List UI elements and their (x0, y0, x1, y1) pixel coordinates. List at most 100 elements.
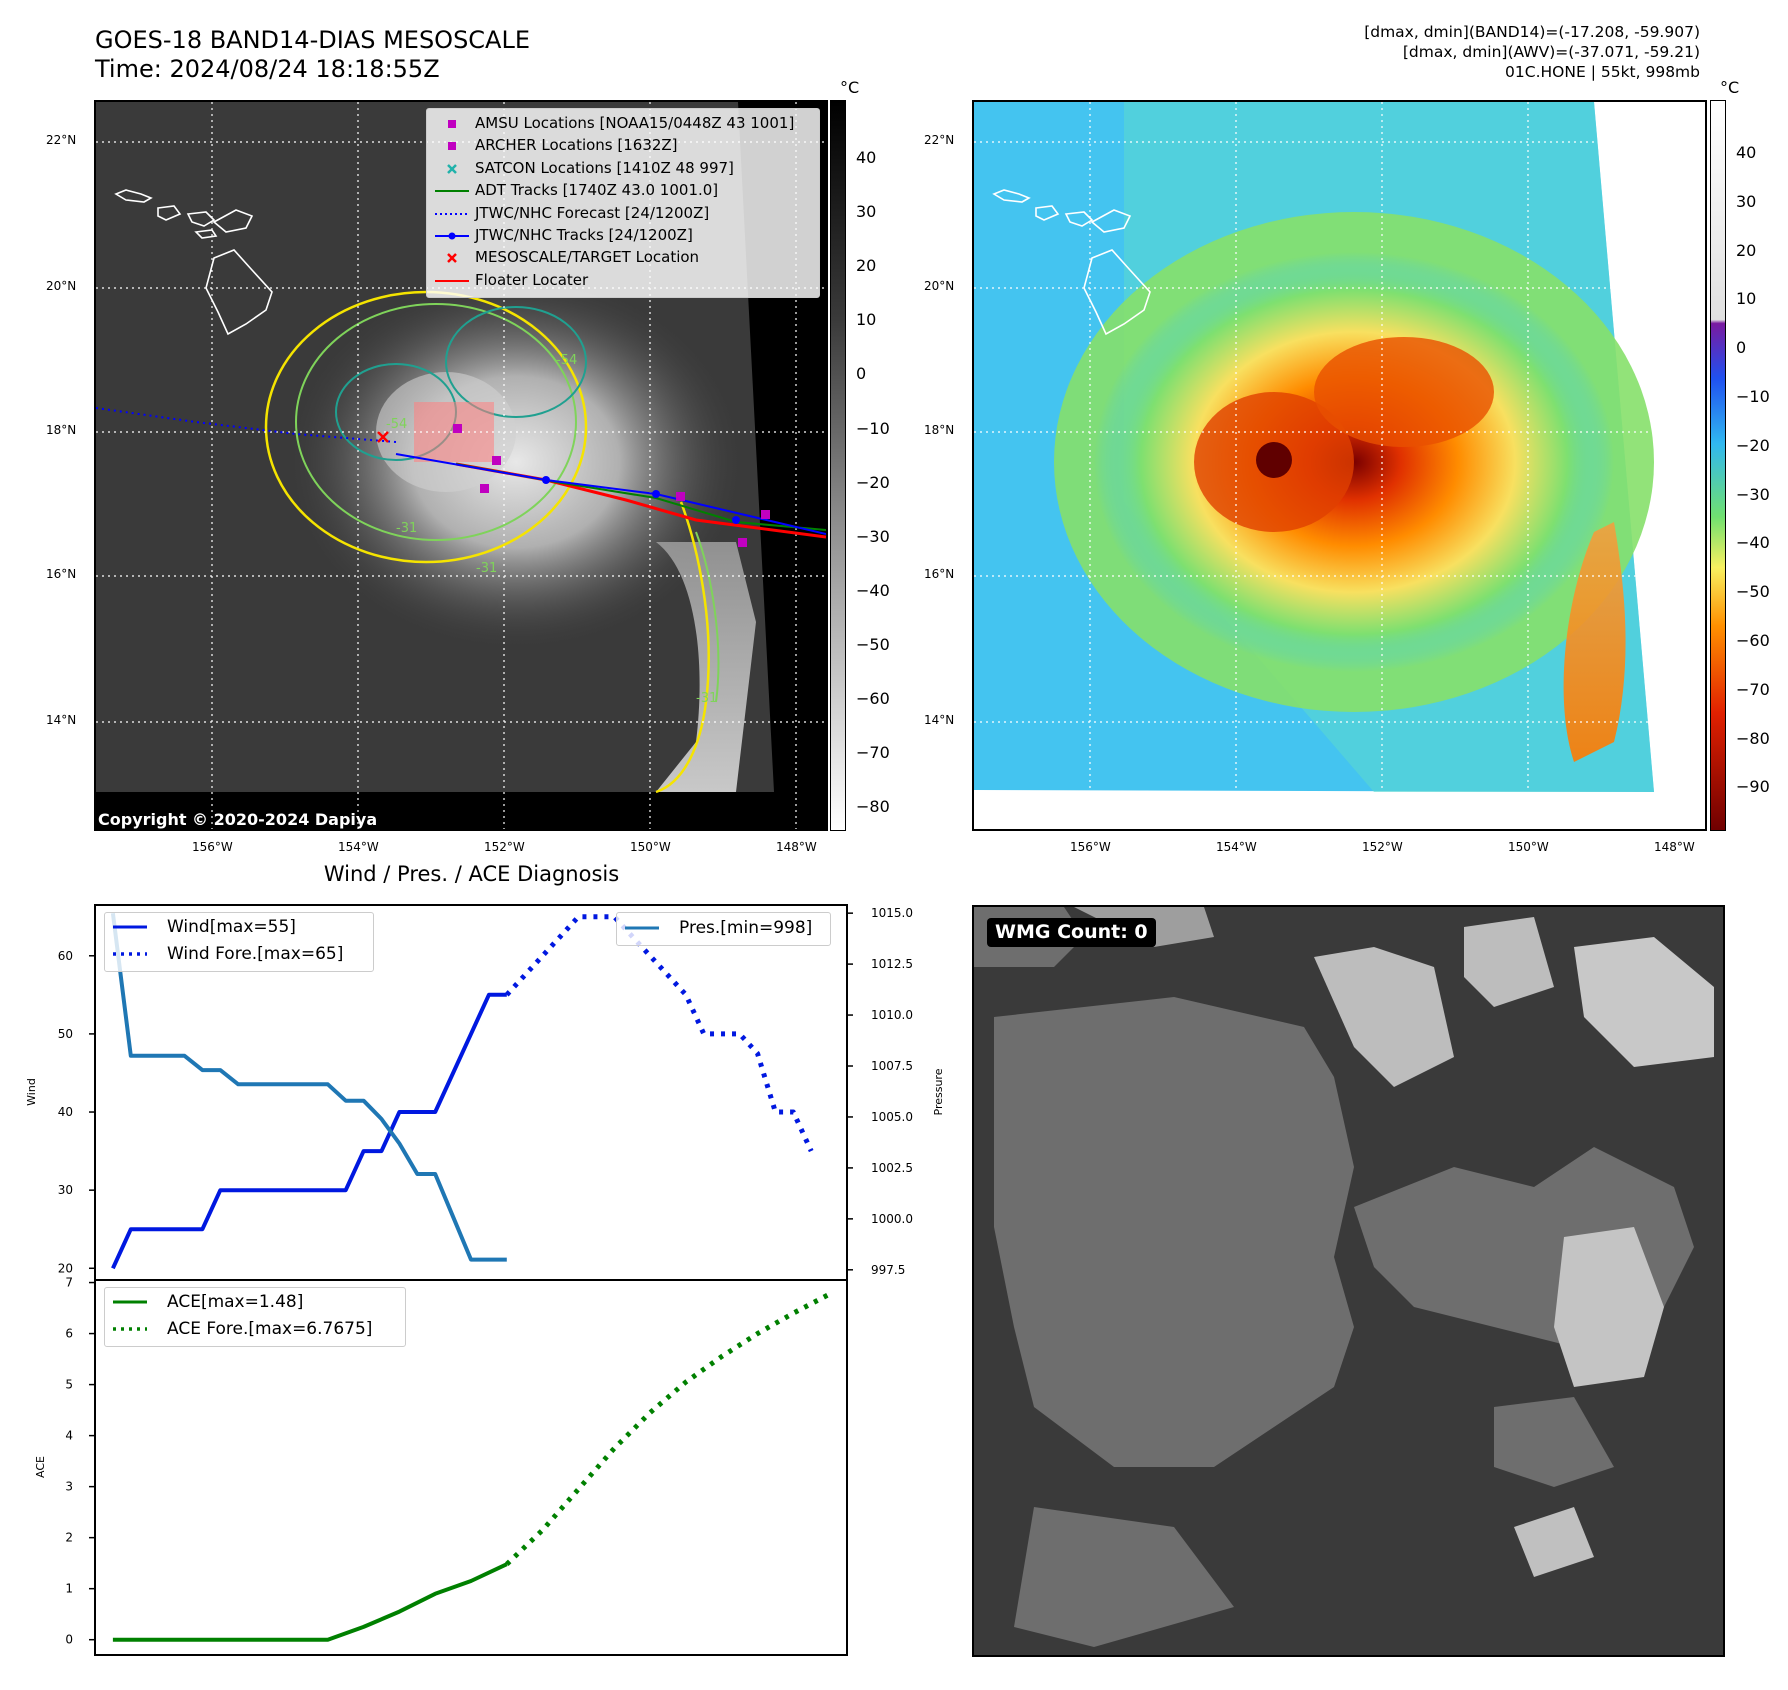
colorbar-tick-label: −10 (1736, 387, 1770, 406)
y-tick-label: 1012.5 (871, 957, 913, 971)
y-tick-label: 2 (65, 1531, 73, 1545)
wind-series-group (110, 912, 814, 1270)
legend-label: Wind Fore.[max=65] (167, 944, 344, 964)
colorbar-tick-label: 10 (856, 310, 877, 330)
y-tick-label: 50 (58, 1027, 73, 1041)
lon-tick-label: 148°W (776, 840, 817, 854)
map-legend: AMSU Locations [NOAA15/0448Z 43 1001] ARC… (426, 108, 820, 298)
legend-label: ADT Tracks [1740Z 43.0 1001.0] (475, 181, 719, 200)
lon-tick-label: 156°W (192, 840, 233, 854)
legend-swatch (113, 1300, 147, 1304)
island-molokai (1064, 211, 1094, 227)
series-line-wind-max (111, 992, 507, 1270)
y-tick-label: 4 (65, 1429, 73, 1443)
y-tick-label: 1010.0 (871, 1008, 913, 1022)
stats-line-1: [dmax, dmin](BAND14)=(-17.208, -59.907) (1364, 23, 1700, 41)
east-band (1563, 522, 1626, 762)
contour-label: -31 (476, 561, 497, 576)
y-tick-label: 6 (65, 1327, 73, 1341)
legend-symbol (435, 212, 469, 215)
figure-stats: [dmax, dmin](BAND14)=(-17.208, -59.907) … (1364, 22, 1700, 82)
lat-tick-label: 16°N (46, 567, 77, 581)
contour-label: -31 (396, 521, 417, 536)
lat-tick-label: 18°N (46, 423, 77, 437)
legend-label: MESOSCALE/TARGET Location (475, 248, 700, 267)
colorbar-tick-label: −60 (1736, 631, 1770, 650)
ace-ticks: 7 6 5 4 3 2 1 0 (65, 1276, 95, 1647)
copyright-text: Copyright © 2020-2024 Dapiya (98, 810, 378, 829)
island-kauai (992, 189, 1031, 203)
stats-line-2: [dmax, dmin](AWV)=(-37.071, -59.21) (1402, 43, 1700, 61)
island-lanai (194, 229, 218, 239)
legend-symbol (448, 142, 456, 151)
colorbar-tick-label: −60 (856, 689, 890, 708)
colorbar-tick-label: −20 (856, 472, 890, 492)
contour-label: -54 (386, 417, 407, 432)
colorbar-tick-label: −90 (1736, 777, 1770, 797)
contour-green-outer (295, 303, 577, 541)
colorbar-tick-label: −50 (856, 634, 890, 654)
wmg-region-light-d (1554, 1227, 1664, 1387)
lat-tick-label: 14°N (924, 713, 955, 727)
legend-label: JTWC/NHC Forecast [24/1200Z] (475, 203, 710, 222)
color-colorbar-unit: °C (1720, 78, 1740, 97)
legend-symbol (448, 120, 456, 128)
figure-title: GOES-18 BAND14-DIAS MESOSCALE Time: 2024… (95, 26, 530, 84)
y-tick-label: 1015.0 (871, 906, 913, 920)
gray-colorbar-unit: °C (840, 78, 860, 97)
colorbar-tick-label: −40 (856, 580, 890, 600)
colorbar-tick-label: −10 (856, 418, 890, 438)
colorbar-tick-label: −50 (1736, 582, 1770, 602)
contour-teal-north (445, 306, 587, 418)
wind-ticks-left: 60 50 40 30 20 (58, 949, 95, 1275)
island-maui (212, 209, 254, 233)
lat-tick-label: 18°N (924, 423, 955, 437)
wmg-region-mid-se (1494, 1397, 1614, 1487)
color-map-panel (972, 100, 1707, 831)
legend-swatch (113, 1327, 147, 1331)
ace-legend: ACE[max=1.48] ACE Fore.[max=6.7675] (104, 1287, 406, 1347)
wmg-region-light-e (1514, 1507, 1594, 1577)
colorbar-tick-label: 40 (856, 148, 877, 167)
ace-ylabel: ACE (34, 1456, 47, 1478)
color-colorbar (1710, 100, 1726, 831)
series-line-ace-fore-max (505, 1292, 831, 1567)
series-line-wind-fore-max (504, 914, 814, 1153)
lat-tick-label: 20°N (46, 279, 77, 293)
legend-label: Wind[max=55] (167, 917, 296, 937)
lon-tick-label: 156°W (1070, 840, 1111, 854)
y-tick-label: 1000.0 (871, 1212, 913, 1226)
legend-label: ACE[max=1.48] (167, 1292, 304, 1312)
gray-colorbar (830, 100, 846, 831)
amsu-archer-points (453, 424, 770, 547)
series-line-ace-max (112, 1562, 508, 1642)
legend-label: Pres.[min=998] (679, 918, 813, 938)
legend-symbol (447, 163, 457, 174)
contour-band-yellow (655, 501, 710, 794)
lon-tick-label: 150°W (1508, 840, 1549, 854)
lon-tick-label: 154°W (1216, 840, 1257, 854)
color-map-svg (974, 102, 1705, 829)
colorbar-tick-label: −30 (1736, 484, 1770, 504)
y-tick-label: 60 (58, 949, 73, 963)
legend-label: ARCHER Locations [1632Z] (475, 136, 678, 155)
y-tick-label: 20 (58, 1261, 73, 1275)
legend-symbol (435, 232, 469, 240)
island-maui (1090, 209, 1132, 233)
legend-symbol (435, 190, 469, 193)
y-tick-label: 30 (58, 1183, 73, 1197)
colorbar-tick-label: 0 (1736, 338, 1747, 358)
colorbar-tick-label: 40 (1736, 143, 1757, 162)
chart-title: Wind / Pres. / ACE Diagnosis (323, 862, 620, 886)
storm-cloud (286, 272, 746, 652)
lon-tick-label: 152°W (484, 840, 525, 854)
best-track (395, 453, 826, 535)
colorbar-tick-label: 20 (1736, 240, 1757, 260)
y-tick-label: 3 (65, 1480, 73, 1494)
series-line-pres-min (110, 912, 507, 1262)
island-oahu (157, 205, 182, 221)
legend-label: AMSU Locations [NOAA15/0448Z 43 1001] (475, 114, 795, 132)
contour-band-green (695, 531, 720, 703)
colorbar-tick-label: 10 (1736, 289, 1757, 309)
lat-tick-label: 22°N (924, 133, 955, 147)
